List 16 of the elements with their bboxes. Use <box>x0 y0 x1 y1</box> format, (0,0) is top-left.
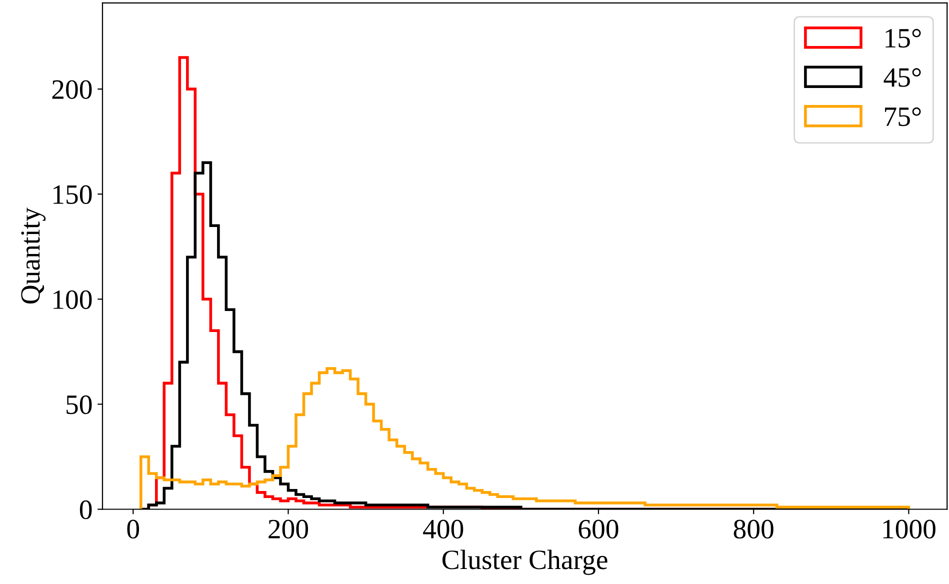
x-tick-label: 1000 <box>883 520 936 539</box>
x-axis-title: Cluster Charge <box>442 550 608 575</box>
y-axis-title: Quantity <box>21 208 46 304</box>
y-tick-label: 0 <box>80 500 92 520</box>
y-tick-label: 100 <box>54 290 92 310</box>
x-tick-label: 0 <box>127 520 140 539</box>
y-tick-label: 150 <box>54 185 92 204</box>
x-tick-label: 600 <box>578 520 618 539</box>
x-tick-label: 200 <box>268 520 308 539</box>
legend-label: 15° <box>886 28 921 48</box>
x-tick-label: 400 <box>423 520 464 539</box>
legend-label: 75° <box>885 107 921 126</box>
y-tick-label: 50 <box>66 395 92 414</box>
legend-label: 45° <box>884 68 921 87</box>
y-tick-label: 200 <box>52 80 92 99</box>
x-tick-label: 800 <box>734 520 774 539</box>
